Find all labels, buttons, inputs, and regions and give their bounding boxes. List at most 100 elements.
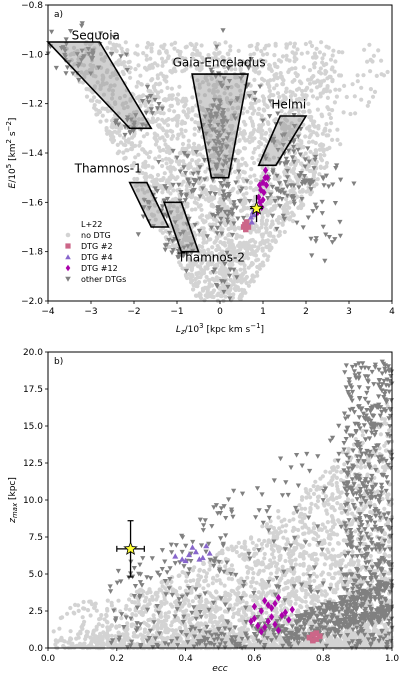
no-dtg-point <box>216 51 221 56</box>
no-dtg-point <box>251 198 256 203</box>
no-dtg-point <box>318 91 323 96</box>
no-dtg-point <box>192 132 197 137</box>
x-tick-label: 4 <box>389 307 395 317</box>
no-dtg-point <box>198 99 203 104</box>
no-dtg-point <box>250 123 256 128</box>
no-dtg-point <box>186 107 191 112</box>
no-dtg-point <box>324 160 330 166</box>
no-dtg-point <box>374 73 379 78</box>
no-dtg-point <box>220 227 225 232</box>
no-dtg-point <box>325 95 330 100</box>
no-dtg-point <box>181 98 186 104</box>
no-dtg-point <box>95 99 100 104</box>
no-dtg-point <box>323 494 329 499</box>
panel-a-ylabel: E/105 [km2 s−2] <box>5 118 18 189</box>
no-dtg-point <box>173 40 178 46</box>
no-dtg-point <box>261 568 266 573</box>
no-dtg-point <box>283 207 289 212</box>
no-dtg-point <box>256 245 261 250</box>
no-dtg-point <box>140 606 145 611</box>
no-dtg-point <box>272 118 277 123</box>
no-dtg-point <box>308 149 313 154</box>
no-dtg-point <box>156 209 161 214</box>
no-dtg-point <box>162 42 167 48</box>
no-dtg-point <box>80 615 85 620</box>
no-dtg-point <box>288 189 293 194</box>
no-dtg-point <box>206 583 211 588</box>
no-dtg-point <box>132 160 137 166</box>
no-dtg-point <box>128 65 133 70</box>
no-dtg-point <box>179 127 184 132</box>
no-dtg-point <box>192 145 197 150</box>
no-dtg-point <box>264 43 269 48</box>
no-dtg-point <box>258 153 263 158</box>
no-dtg-point <box>359 85 364 90</box>
no-dtg-point <box>115 151 120 156</box>
no-dtg-point <box>141 51 146 56</box>
no-dtg-point <box>334 583 339 589</box>
no-dtg-point <box>175 175 180 180</box>
no-dtg-point <box>101 92 107 97</box>
no-dtg-point <box>107 40 112 45</box>
no-dtg-point <box>259 141 264 147</box>
no-dtg-point <box>180 141 186 147</box>
no-dtg-point <box>187 164 192 169</box>
no-dtg-point <box>252 546 257 552</box>
no-dtg-point <box>133 613 139 618</box>
no-dtg-point <box>51 629 56 634</box>
no-dtg-point <box>252 146 258 152</box>
no-dtg-point <box>243 270 248 275</box>
no-dtg-point <box>260 215 265 220</box>
no-dtg-point <box>143 165 148 170</box>
no-dtg-point <box>157 124 162 129</box>
no-dtg-point <box>328 528 334 533</box>
no-dtg-point <box>98 616 103 621</box>
no-dtg-point <box>250 273 255 278</box>
no-dtg-point <box>198 292 203 297</box>
no-dtg-point <box>183 45 188 50</box>
no-dtg-point <box>207 278 212 283</box>
no-dtg-point <box>292 78 297 83</box>
no-dtg-point <box>269 68 274 73</box>
no-dtg-point <box>268 224 273 230</box>
no-dtg-point <box>234 235 239 241</box>
no-dtg-point <box>100 77 105 82</box>
no-dtg-point <box>201 226 206 231</box>
no-dtg-point <box>320 522 325 527</box>
no-dtg-point <box>322 153 327 158</box>
no-dtg-point <box>310 94 316 99</box>
no-dtg-point <box>365 103 370 108</box>
no-dtg-point <box>198 152 203 157</box>
no-dtg-point <box>111 72 117 77</box>
no-dtg-point <box>215 243 220 249</box>
no-dtg-point <box>292 527 297 532</box>
no-dtg-point <box>261 52 266 57</box>
no-dtg-point <box>332 69 337 74</box>
no-dtg-point <box>260 161 265 166</box>
no-dtg-point <box>263 225 269 231</box>
no-dtg-point <box>109 118 115 123</box>
no-dtg-point <box>223 236 228 241</box>
no-dtg-point <box>68 629 73 634</box>
no-dtg-point <box>365 59 370 64</box>
no-dtg-point <box>207 88 212 93</box>
no-dtg-point <box>257 70 262 75</box>
no-dtg-point <box>206 196 211 201</box>
x-tick-label: 3 <box>346 307 352 317</box>
no-dtg-point <box>238 267 243 272</box>
no-dtg-point <box>246 256 251 261</box>
no-dtg-point <box>294 57 299 62</box>
no-dtg-point <box>181 179 186 184</box>
no-dtg-point <box>204 274 209 280</box>
no-dtg-point <box>362 47 367 52</box>
legend-marker <box>65 243 71 249</box>
no-dtg-point <box>272 53 277 58</box>
no-dtg-point <box>196 204 202 209</box>
no-dtg-point <box>234 271 239 276</box>
no-dtg-point <box>233 169 238 174</box>
no-dtg-point <box>162 77 167 82</box>
no-dtg-point <box>103 55 108 60</box>
no-dtg-point <box>178 60 183 65</box>
no-dtg-point <box>94 107 99 112</box>
no-dtg-point <box>249 102 254 107</box>
